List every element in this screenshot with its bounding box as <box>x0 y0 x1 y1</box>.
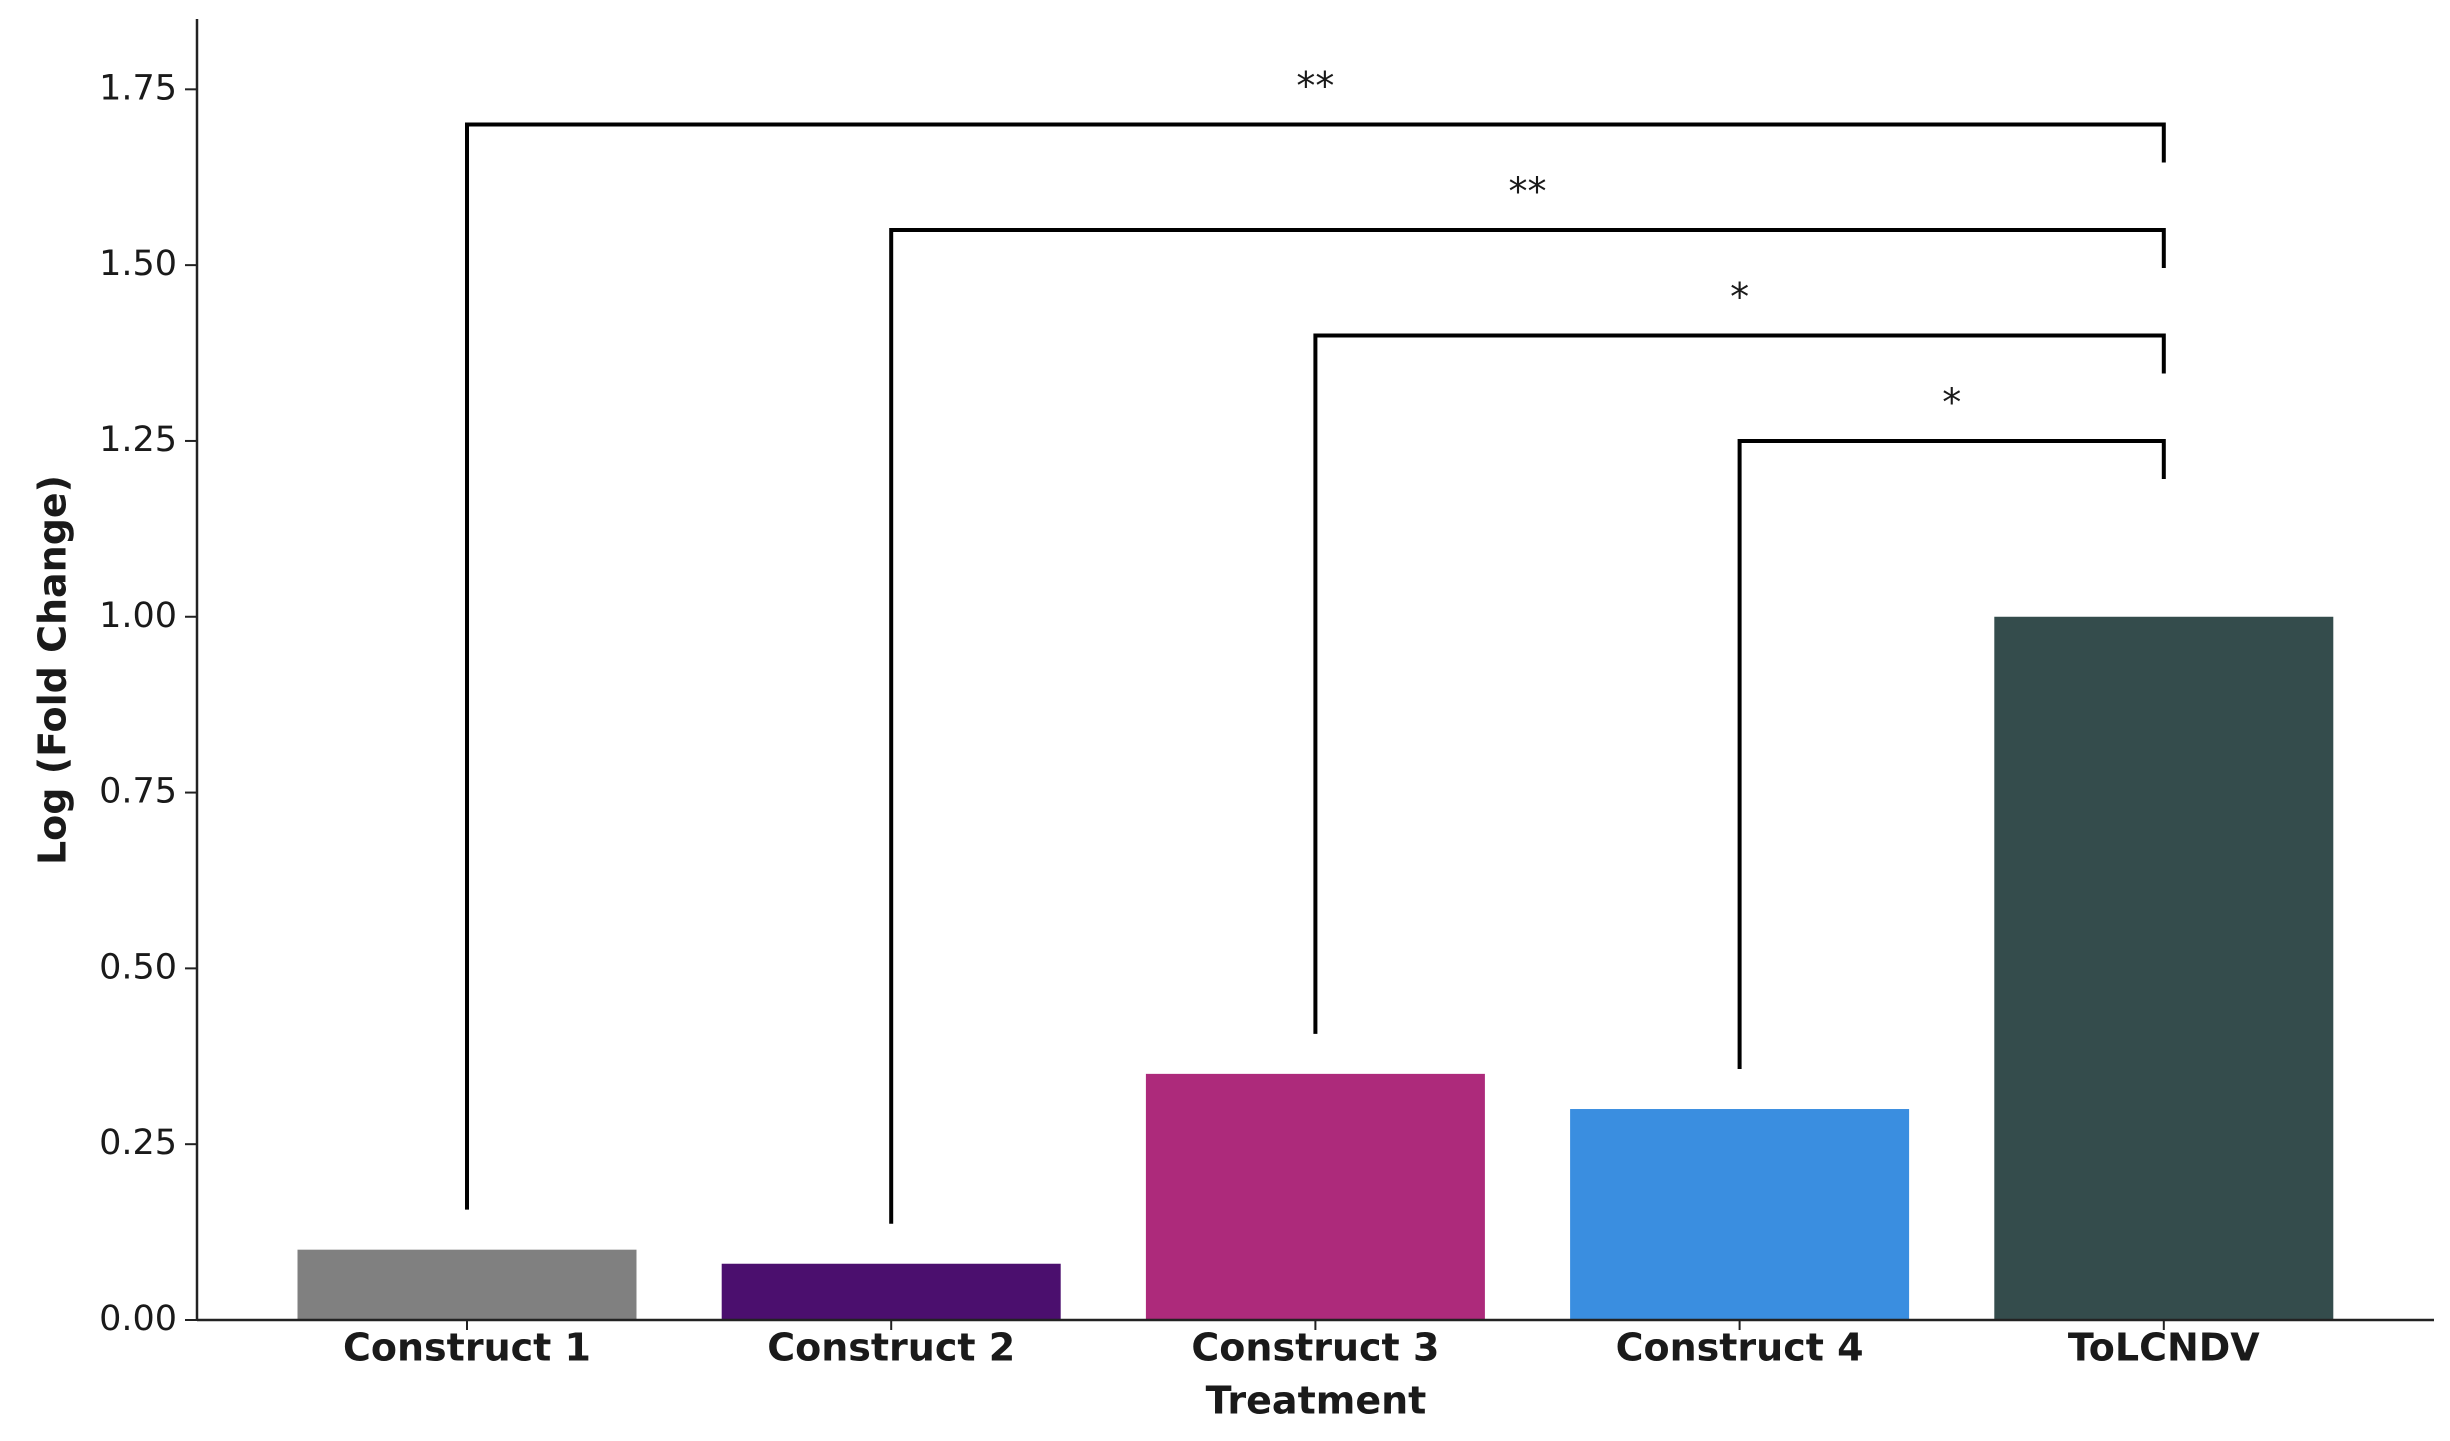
bar <box>721 1263 1061 1320</box>
significance-label: * <box>1942 380 1961 424</box>
x-tick-label: ToLCNDV <box>2068 1326 2260 1370</box>
bar <box>297 1249 637 1320</box>
significance-bracket <box>889 227 2166 1224</box>
y-axis-title: Log (Fold Change) <box>31 475 75 865</box>
x-tick-label: Construct 2 <box>767 1326 1015 1370</box>
y-tick-label: 0.25 <box>99 1123 177 1163</box>
x-tick-label: Construct 1 <box>343 1326 591 1370</box>
significance-label: * <box>1730 275 1749 319</box>
y-tick-label: 1.75 <box>99 68 177 108</box>
significance-bracket <box>465 122 2166 1210</box>
x-tick-label: Construct 3 <box>1191 1326 1439 1370</box>
significance-label: ** <box>1296 64 1334 108</box>
bar <box>1994 616 2334 1320</box>
y-tick-label: 1.00 <box>99 596 177 636</box>
significance-bracket <box>1737 438 2166 1070</box>
y-tick-label: 0.00 <box>99 1299 177 1339</box>
y-tick-label: 1.50 <box>99 244 177 284</box>
bar <box>1145 1073 1485 1320</box>
x-axis-title: Treatment <box>1206 1379 1427 1423</box>
y-tick-label: 1.25 <box>99 420 177 460</box>
y-tick-label: 0.75 <box>99 772 177 812</box>
x-tick-label: Construct 4 <box>1616 1326 1864 1370</box>
significance-label: ** <box>1509 169 1547 213</box>
significance-bracket <box>1313 333 2166 1034</box>
y-tick-label: 0.50 <box>99 947 177 987</box>
bar <box>1570 1109 1910 1320</box>
